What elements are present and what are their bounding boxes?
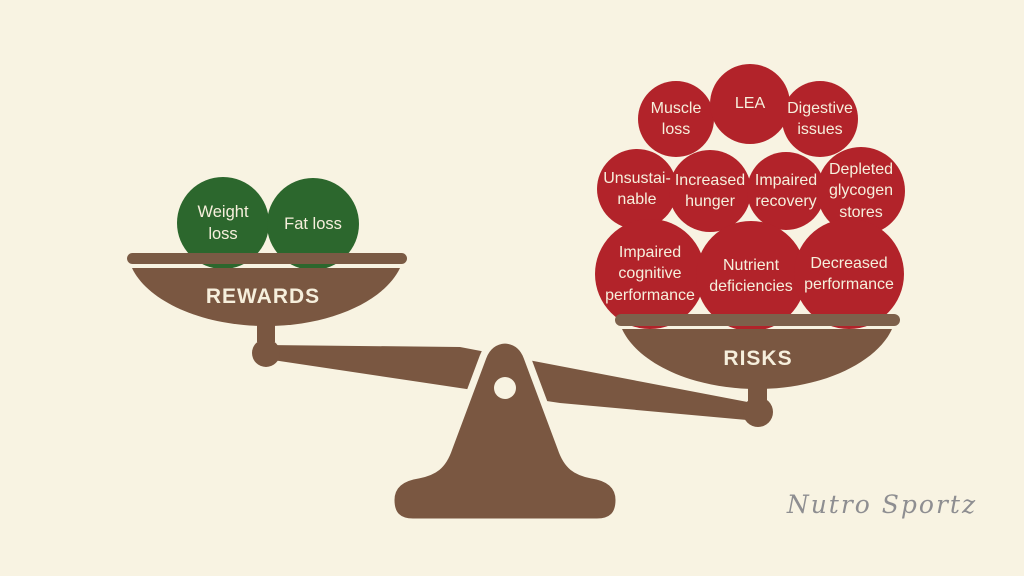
risk-circle-label: loss: [661, 121, 691, 138]
risk-circle-label: issues: [797, 121, 843, 138]
risk-circle-label: glycogen: [828, 182, 894, 200]
risk-circle-label: Impaired: [754, 171, 818, 189]
risk-circle-lea: LEA: [710, 64, 790, 144]
risk-circle-impaired-cognitive-performance: Impaired cognitive performance: [595, 219, 705, 329]
risk-circle-label: Digestive: [787, 99, 853, 117]
risk-circle-label: nable: [617, 191, 657, 208]
risk-circle-label: Muscle: [650, 99, 702, 117]
risk-circle-label: LEA: [734, 95, 766, 113]
fulcrum-hole: [494, 377, 516, 399]
rewards-pan-label: REWARDS: [205, 285, 321, 308]
reward-circle-label: loss: [208, 225, 238, 243]
risk-circle-label: Depleted: [828, 160, 894, 178]
brand-signature: Nutro Sportz: [786, 490, 978, 519]
risk-circle-impaired-recovery: Impaired recovery: [747, 152, 825, 230]
right-beam-knob: [743, 397, 773, 427]
risk-circle-label: stores: [839, 203, 883, 221]
risk-circle-label: Increased: [674, 171, 746, 189]
risk-circle-label: deficiencies: [709, 278, 793, 295]
reward-circle-fat-loss: Fat loss: [267, 178, 359, 270]
left-beam-knob: [252, 339, 280, 367]
risk-circle-label: performance: [605, 286, 695, 304]
reward-circle-label: Weight: [197, 202, 249, 221]
risk-circle-muscle-loss: Muscle loss: [638, 81, 714, 157]
risk-circle-nutrient-deficiencies: Nutrient deficiencies: [696, 221, 806, 331]
risk-circle-label: Unsustai-: [603, 169, 671, 187]
risk-circle-label: hunger: [685, 193, 735, 210]
risks-pan-label: RISKS: [723, 347, 793, 370]
reward-circle-weight-loss: Weight loss: [177, 177, 269, 269]
risk-circle-label: performance: [804, 276, 894, 293]
risk-circle-decreased-performance: Decreased performance: [794, 219, 904, 329]
risk-circle-label: cognitive: [618, 265, 682, 283]
risk-circle-digestive-issues: Digestive issues: [782, 81, 858, 157]
risk-circle-increased-hunger: Increased hunger: [669, 150, 751, 232]
risk-circle-label: recovery: [755, 193, 817, 210]
risk-circle-label: Impaired: [618, 243, 682, 261]
risk-circle-label: Nutrient: [722, 256, 780, 274]
fulcrum: [387, 336, 623, 526]
risk-circle-label: Decreased: [810, 254, 888, 272]
risk-circle-unsustainable: Unsustai- nable: [597, 149, 677, 229]
reward-circle-label: Fat loss: [284, 214, 342, 233]
